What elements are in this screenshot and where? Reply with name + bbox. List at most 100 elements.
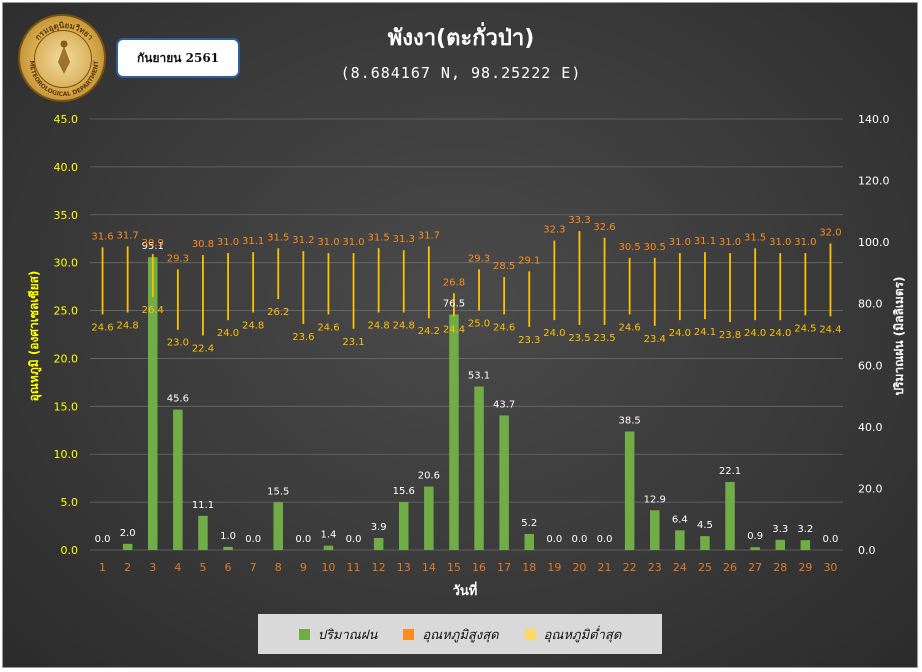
tmax-data-label: 31.0 bbox=[669, 237, 691, 248]
rain-data-label: 0.0 bbox=[546, 534, 562, 545]
tmax-data-label: 31.1 bbox=[242, 236, 264, 247]
x-tick-label: 7 bbox=[250, 561, 257, 574]
rain-bar bbox=[624, 431, 635, 550]
rain-data-label: 2.0 bbox=[120, 528, 136, 539]
rain-bar bbox=[800, 540, 811, 550]
axes: 0.05.010.015.020.025.030.035.040.045.00.… bbox=[54, 113, 890, 574]
tmax-data-label: 31.5 bbox=[744, 232, 766, 243]
tmax-data-label: 29.3 bbox=[468, 253, 490, 264]
rain-data-label: 0.0 bbox=[597, 534, 613, 545]
x-tick-label: 27 bbox=[748, 561, 762, 574]
x-tick-label: 21 bbox=[598, 561, 612, 574]
x-tick-label: 3 bbox=[149, 561, 156, 574]
x-tick-label: 24 bbox=[673, 561, 687, 574]
rain-bar bbox=[750, 547, 760, 550]
rain-data-label: 53.1 bbox=[468, 371, 490, 382]
x-tick-label: 22 bbox=[623, 561, 637, 574]
y-right-tick-label: 100.0 bbox=[858, 236, 890, 249]
y-right-tick-label: 120.0 bbox=[858, 175, 890, 188]
data-labels: 0.0 2.0 95.1 45.6 11.1 1.0 0.0 15.5 0.0 1.4 0.0 3.9… bbox=[91, 215, 841, 545]
tmin-data-label: 23.5 bbox=[568, 333, 590, 344]
tmax-data-label: 29.3 bbox=[167, 253, 189, 264]
tmax-data-label: 28.5 bbox=[493, 261, 515, 272]
y-right-tick-label: 20.0 bbox=[858, 482, 883, 495]
x-axis-label: วันที่ bbox=[453, 581, 478, 599]
y-left-tick-label: 15.0 bbox=[54, 400, 79, 413]
y-left-tick-label: 10.0 bbox=[54, 448, 79, 461]
rain-bar bbox=[273, 502, 283, 550]
chart-subtitle: (8.684167 N, 98.25222 E) bbox=[340, 64, 582, 82]
x-tick-label: 5 bbox=[199, 561, 206, 574]
rain-data-label: 5.2 bbox=[521, 518, 537, 529]
tmin-data-label: 24.2 bbox=[418, 326, 440, 337]
tmin-data-label: 23.6 bbox=[292, 332, 314, 343]
tmin-data-label: 24.1 bbox=[694, 327, 716, 338]
tmin-data-label: 24.4 bbox=[443, 324, 465, 335]
rain-data-label: 6.4 bbox=[672, 514, 688, 525]
rain-bar bbox=[373, 537, 384, 550]
legend-label-rain: ปริมาณฝน bbox=[317, 627, 378, 643]
temperature-ranges bbox=[101, 231, 832, 336]
x-tick-label: 19 bbox=[547, 561, 561, 574]
rain-data-label: 0.0 bbox=[822, 534, 838, 545]
x-tick-label: 16 bbox=[472, 561, 486, 574]
tmin-data-label: 23.1 bbox=[342, 337, 364, 348]
tmin-data-label: 25.0 bbox=[468, 319, 490, 330]
legend-item-tmax: อุณหภูมิสูงสุด bbox=[403, 624, 499, 645]
x-tick-label: 29 bbox=[798, 561, 812, 574]
tmax-data-label: 31.2 bbox=[292, 235, 314, 246]
rain-bars bbox=[122, 257, 811, 550]
tmin-data-label: 24.8 bbox=[368, 320, 390, 331]
rain-bar bbox=[449, 314, 459, 550]
y-axis-left-label: อุณหภูมิ (องศาเซลเซียส) bbox=[27, 271, 42, 402]
tmax-data-label: 31.7 bbox=[418, 230, 440, 241]
rain-data-label: 4.5 bbox=[697, 520, 713, 531]
tmin-data-label: 24.8 bbox=[117, 320, 139, 331]
tmin-data-label: 23.4 bbox=[644, 334, 666, 345]
x-tick-label: 1 bbox=[99, 561, 106, 574]
meteorological-department-logo: กรมอุตุนิยมวิทยา METEOROLOGICAL DEPARTME… bbox=[18, 14, 106, 102]
rain-bar bbox=[725, 481, 735, 550]
tmin-data-label: 24.5 bbox=[794, 323, 816, 334]
x-tick-label: 14 bbox=[422, 561, 436, 574]
tmin-data-label: 24.8 bbox=[393, 320, 415, 331]
x-tick-label: 18 bbox=[522, 561, 536, 574]
tmax-data-label: 31.1 bbox=[694, 236, 716, 247]
tmin-data-label: 23.8 bbox=[719, 330, 741, 341]
tmax-data-label: 30.8 bbox=[192, 239, 214, 250]
rain-data-label: 43.7 bbox=[493, 399, 515, 410]
y-left-tick-label: 20.0 bbox=[54, 352, 79, 365]
tmin-data-label: 24.0 bbox=[744, 328, 766, 339]
rain-bar bbox=[675, 530, 685, 550]
rain-data-label: 15.6 bbox=[393, 486, 415, 497]
rain-bar bbox=[700, 536, 710, 550]
tmin-data-label: 24.6 bbox=[619, 322, 641, 333]
x-tick-label: 15 bbox=[447, 561, 461, 574]
rain-data-label: 0.0 bbox=[95, 534, 111, 545]
tmax-data-label: 31.5 bbox=[368, 232, 390, 243]
legend-swatch-rain bbox=[298, 628, 310, 640]
y-right-tick-label: 60.0 bbox=[858, 359, 883, 372]
tmax-data-label: 31.3 bbox=[393, 234, 415, 245]
tmax-data-label: 31.6 bbox=[91, 231, 113, 242]
tmax-data-label: 29.1 bbox=[518, 255, 540, 266]
tmin-data-label: 23.3 bbox=[518, 335, 540, 346]
tmin-data-label: 24.0 bbox=[669, 328, 691, 339]
rain-data-label: 15.5 bbox=[267, 486, 289, 497]
rain-data-label: 1.4 bbox=[320, 530, 336, 541]
rain-data-label: 11.1 bbox=[192, 500, 214, 511]
logo-ring-text-icon: กรมอุตุนิยมวิทยา METEOROLOGICAL DEPARTME… bbox=[28, 21, 100, 98]
tmax-data-label: 32.3 bbox=[543, 225, 565, 236]
tmax-data-label: 30.5 bbox=[619, 242, 641, 253]
rain-data-label: 3.3 bbox=[772, 524, 788, 535]
tmin-data-label: 26.2 bbox=[267, 307, 289, 318]
rain-bar bbox=[399, 501, 409, 550]
legend-swatch-tmax bbox=[403, 628, 415, 640]
rain-data-label: 0.9 bbox=[747, 531, 763, 542]
rain-bar bbox=[223, 546, 233, 550]
tmin-data-label: 23.5 bbox=[593, 333, 615, 344]
y-right-tick-label: 140.0 bbox=[858, 113, 890, 126]
rain-data-label: 20.6 bbox=[418, 471, 440, 482]
x-tick-label: 25 bbox=[698, 561, 712, 574]
